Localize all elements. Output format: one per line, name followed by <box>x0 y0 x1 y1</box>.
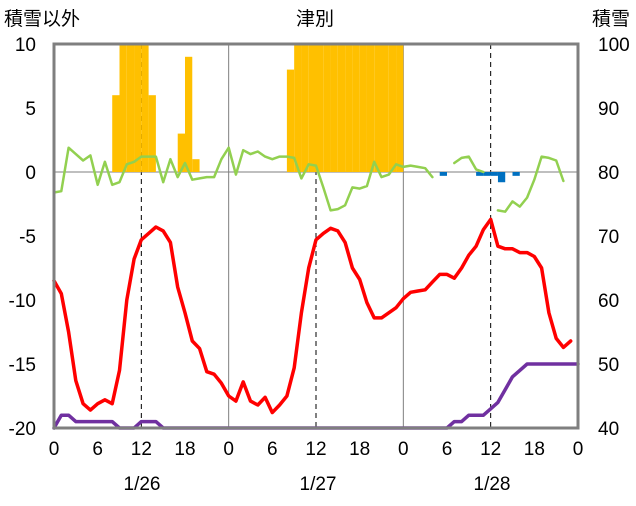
bar <box>134 44 142 172</box>
right-tick-label: 90 <box>598 99 619 120</box>
bar <box>112 95 120 172</box>
series-line <box>52 146 565 213</box>
date-label-2: 1/27 <box>300 474 337 495</box>
bar <box>359 44 367 172</box>
bar <box>119 44 127 172</box>
bar <box>316 44 324 172</box>
bar <box>490 172 498 176</box>
x-tick-label: 18 <box>524 439 545 460</box>
bar <box>185 56 193 172</box>
left-axis-label: 積雪以外 <box>4 8 80 30</box>
left-tick-label: 10 <box>15 35 36 56</box>
x-tick-label: 18 <box>174 439 195 460</box>
right-tick-label: 40 <box>598 419 619 440</box>
bar <box>286 69 295 172</box>
right-tick-label: 80 <box>598 163 619 184</box>
x-tick-label: 12 <box>131 439 152 460</box>
x-tick-label: 12 <box>480 439 501 460</box>
bar <box>141 44 149 172</box>
bar <box>301 44 309 172</box>
x-tick-label: 18 <box>349 439 370 460</box>
bar <box>294 44 302 172</box>
bar <box>308 44 316 172</box>
bar <box>192 159 200 172</box>
chart-title: 津別 <box>296 8 334 30</box>
right-axis-label: 積雪 <box>592 8 630 30</box>
right-tick-label: 50 <box>598 355 619 376</box>
right-tick-label: 70 <box>598 227 619 248</box>
series-line <box>52 217 573 415</box>
left-tick-label: -15 <box>9 355 36 376</box>
bar <box>483 172 491 176</box>
right-tick-label: 100 <box>598 35 630 56</box>
left-tick-label: -10 <box>9 291 36 312</box>
left-tick-label: 5 <box>25 99 36 120</box>
bar <box>352 44 360 172</box>
bar <box>476 172 484 176</box>
bar <box>323 44 331 172</box>
x-tick-label: 0 <box>223 439 234 460</box>
bar <box>497 172 506 183</box>
date-label-1: 1/26 <box>124 474 161 495</box>
x-tick-label: 0 <box>398 439 409 460</box>
right-tick-label: 60 <box>598 291 619 312</box>
bar <box>177 133 185 172</box>
x-tick-label: 12 <box>305 439 326 460</box>
bar <box>396 44 404 172</box>
left-tick-label: 0 <box>25 163 36 184</box>
date-label-3: 1/28 <box>474 474 511 495</box>
x-tick-label: 0 <box>49 439 60 460</box>
bar <box>439 172 447 176</box>
bar <box>512 172 520 176</box>
bar <box>388 44 397 172</box>
bar <box>345 44 353 172</box>
x-tick-label: 0 <box>573 439 584 460</box>
plot-frame <box>52 42 580 430</box>
bar <box>148 95 156 172</box>
bar <box>330 44 338 172</box>
bar <box>381 44 389 172</box>
x-tick-label: 6 <box>92 439 103 460</box>
x-tick-label: 6 <box>442 439 453 460</box>
bar <box>374 44 382 172</box>
x-tick-label: 6 <box>267 439 278 460</box>
bar <box>366 44 375 172</box>
bar <box>337 44 346 172</box>
left-tick-label: -20 <box>9 419 36 440</box>
bar <box>126 44 135 172</box>
left-tick-label: -5 <box>19 227 36 248</box>
